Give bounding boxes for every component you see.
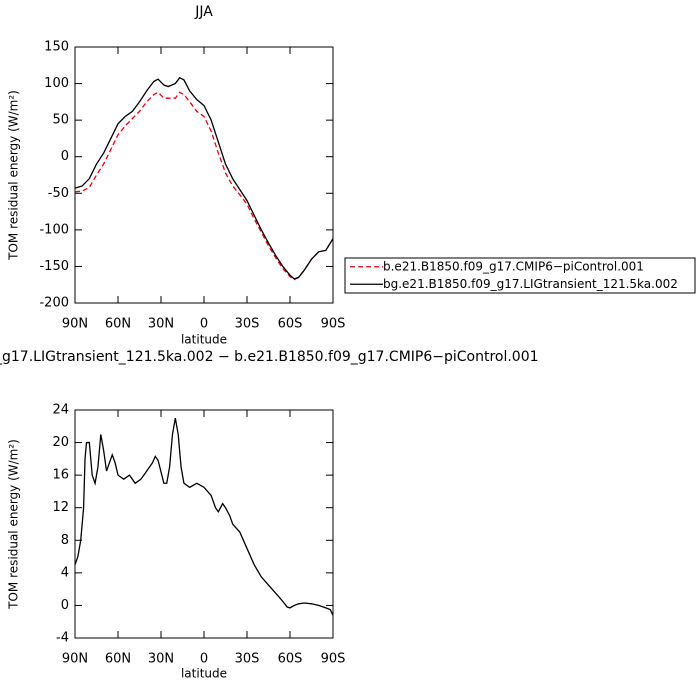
x-tick-label: 90N: [62, 652, 88, 667]
y-tick-label: -4: [56, 631, 69, 646]
y-tick-label: 150: [44, 40, 69, 55]
chart-title: bg.e21.B1850.f09_g17.LIGtransient_121.5k…: [0, 349, 539, 365]
x-tick-label: 90S: [321, 317, 346, 332]
x-tick-label: 60S: [278, 317, 303, 332]
y-tick-label: 0: [61, 149, 69, 164]
series-line: [74, 76, 334, 280]
y-tick-label: 12: [52, 500, 69, 515]
y-tick-label: 20: [52, 435, 69, 450]
y-tick-label: -100: [39, 222, 69, 237]
y-tick-label: 100: [44, 76, 69, 91]
y-tick-label: -150: [39, 259, 69, 274]
x-tick-label: 60S: [278, 652, 303, 667]
legend-label: bg.e21.B1850.f09_g17.LIGtransient_121.5k…: [383, 277, 678, 291]
x-tick-label: 60N: [105, 652, 131, 667]
y-axis-label: TOM residual energy (W/m²): [7, 439, 21, 610]
x-axis-label: latitude: [181, 333, 227, 347]
plot-frame: [74, 409, 334, 639]
x-tick-label: 30N: [148, 317, 174, 332]
y-tick-label: 4: [61, 565, 69, 580]
x-tick-label: 30S: [235, 652, 260, 667]
series-line: [74, 91, 334, 281]
x-tick-label: 60N: [105, 317, 131, 332]
chart-title: JJA: [194, 4, 213, 20]
y-tick-label: 8: [61, 533, 69, 548]
legend-box: [344, 257, 696, 294]
x-tick-label: 0: [200, 652, 208, 667]
y-tick-label: 24: [52, 403, 69, 418]
x-tick-label: 90N: [62, 317, 88, 332]
series-line: [74, 418, 334, 616]
x-tick-label: 0: [200, 317, 208, 332]
legend-label: b.e21.B1850.f09_g17.CMIP6−piControl.001: [383, 259, 644, 273]
y-tick-label: 16: [52, 468, 69, 483]
y-tick-label: 0: [61, 598, 69, 613]
x-tick-label: 90S: [321, 652, 346, 667]
y-axis-label: TOM residual energy (W/m²): [7, 90, 21, 261]
x-tick-label: 30S: [235, 317, 260, 332]
y-tick-label: 50: [52, 113, 69, 128]
y-tick-label: -200: [39, 296, 69, 311]
plot-frame: [74, 46, 334, 304]
x-axis-label: latitude: [181, 667, 227, 681]
x-tick-label: 30N: [148, 652, 174, 667]
y-tick-label: -50: [48, 186, 69, 201]
